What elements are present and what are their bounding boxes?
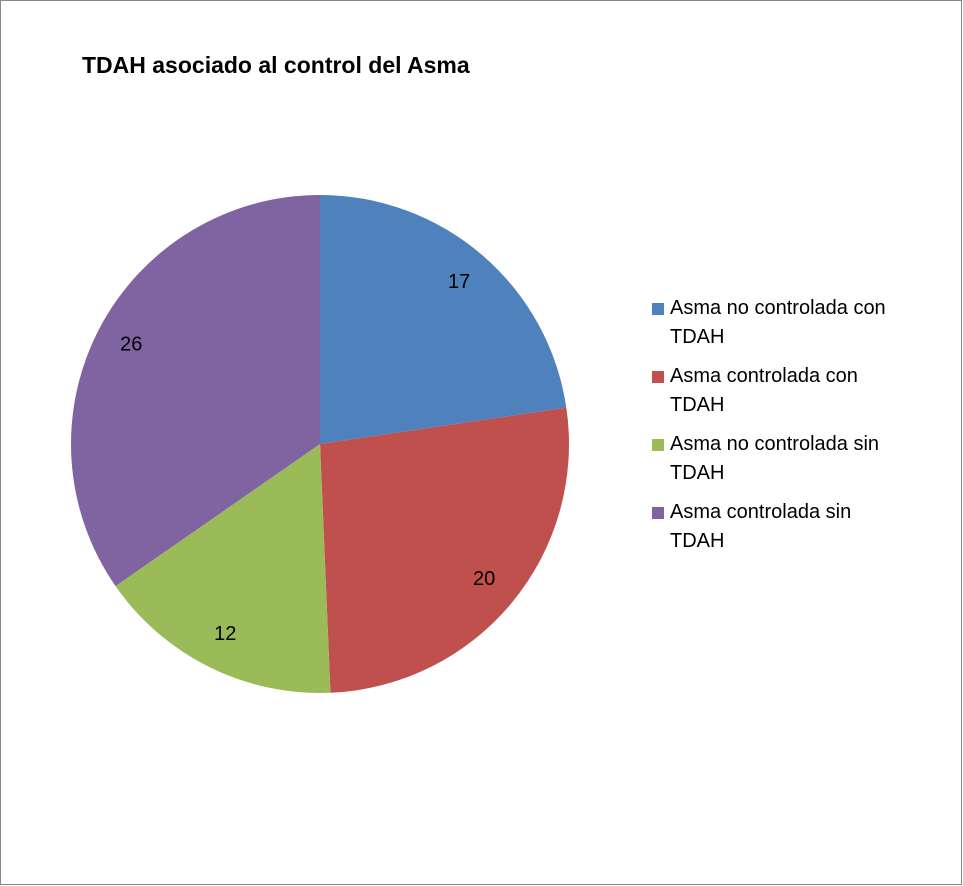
data-label: 26 [120,334,142,356]
data-label: 17 [448,271,470,293]
pie-slice [115,444,331,693]
legend-label: Asma controlada con TDAH [670,365,858,416]
legend-item: Asma no controlada con TDAH [652,294,944,352]
legend-swatch [652,303,664,315]
legend-label: Asma controlada sin TDAH [670,501,852,552]
chart-title: TDAH asociado al control del Asma [82,52,470,78]
legend-label: Asma no controlada con TDAH [670,297,886,348]
legend-swatch [652,371,664,383]
legend-label: Asma no controlada sin TDAH [670,433,880,484]
legend-item: Asma no controlada sin TDAH [652,430,944,488]
pie-slice [320,407,569,693]
legend-swatch [652,507,664,519]
legend-swatch [652,439,664,451]
data-label: 12 [214,623,236,645]
legend-item: Asma controlada con TDAH [652,362,944,420]
data-label: 20 [473,568,495,590]
legend-item: Asma controlada sin TDAH [652,498,944,556]
pie-slice [320,195,567,444]
legend: Asma no controlada con TDAH Asma controla… [652,294,944,566]
pie-slice [70,195,320,587]
